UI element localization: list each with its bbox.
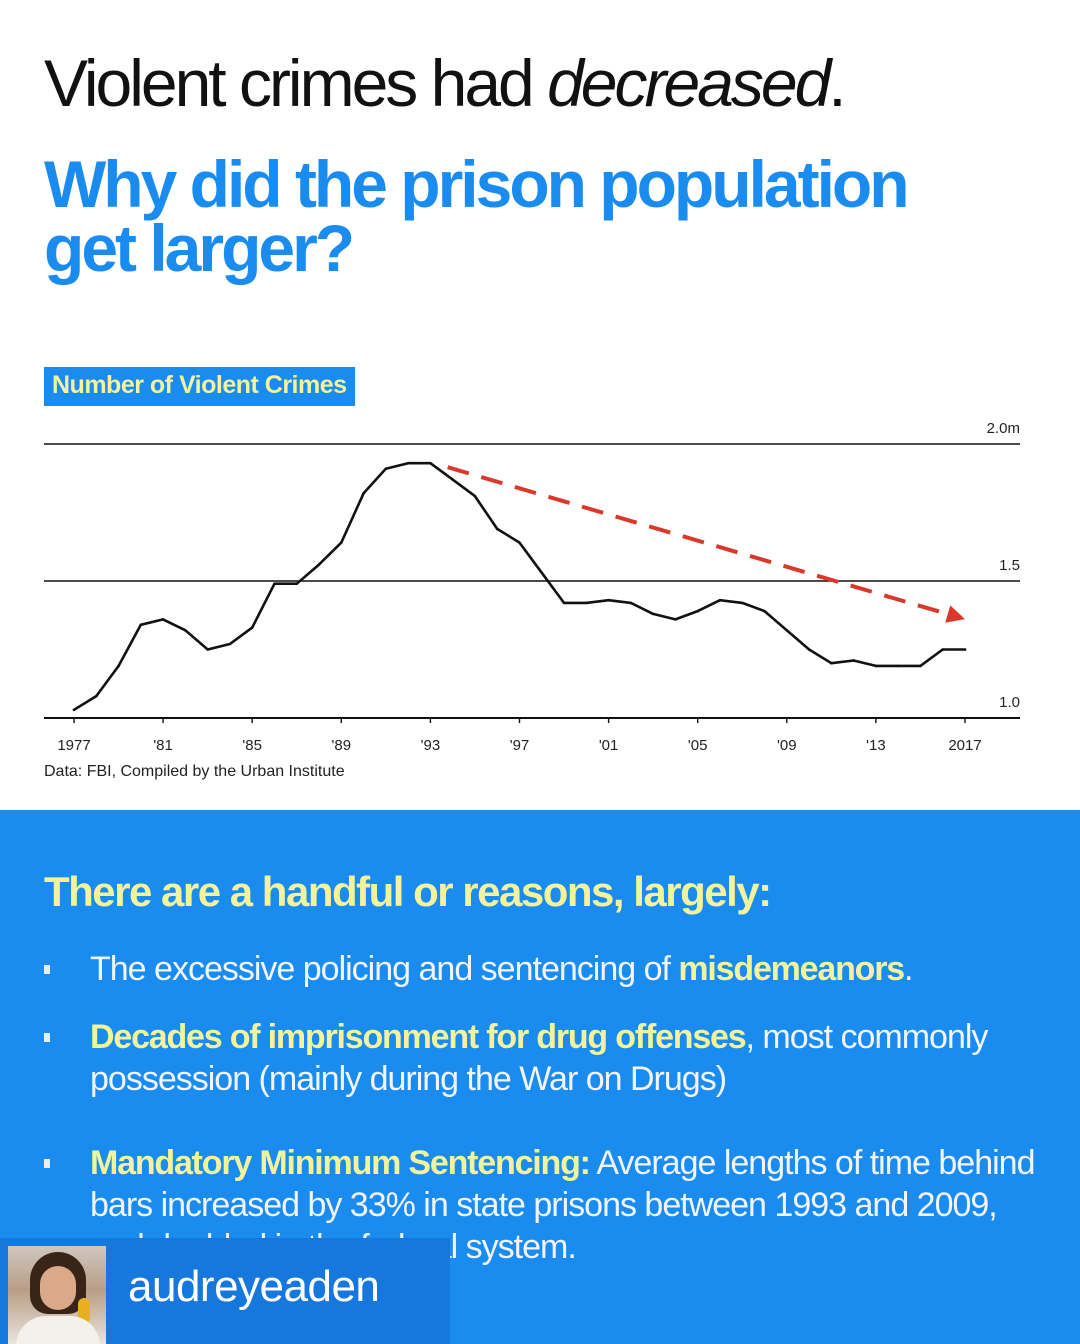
chart-section: Violent crimes had decreased. Why did th…: [44, 50, 1054, 780]
trend-arrow-head-icon: [945, 605, 965, 623]
trend-arrow-dashed-line: [447, 465, 949, 616]
data-point: [228, 642, 232, 646]
question-line-2: get larger?: [44, 211, 355, 285]
reasons-heading: There are a handful or reasons, largely:: [44, 868, 772, 915]
data-point: [94, 694, 98, 698]
data-point: [963, 648, 967, 651]
x-tick-label: '81: [153, 737, 173, 754]
data-point: [184, 629, 187, 632]
x-tick-label: '89: [332, 737, 352, 754]
reason-2-text: , most commonly possession (mainly durin…: [90, 1018, 988, 1098]
data-point: [362, 492, 365, 495]
headline: Violent crimes had decreased.: [44, 50, 847, 116]
creator-handle[interactable]: audreyeaden: [128, 1262, 380, 1311]
data-point: [763, 609, 766, 613]
violent-crimes-series-line: [72, 461, 967, 712]
question-line-1: Why did the prison population: [44, 147, 910, 221]
reason-item-misdemeanors: The excessive policing and sentencing of…: [44, 948, 1054, 990]
reason-3-highlight: Mandatory Minimum Sentencing:: [90, 1144, 591, 1182]
data-point: [919, 664, 922, 668]
x-tick-label: 2017: [948, 737, 981, 754]
violent-crimes-chart: 2.0m 1.5 1.0 1977 '81 '85 '89 '93 '97 '01 '05 '09 '1…: [44, 420, 1020, 754]
reason-2-highlight: Decades of imprisonment for drug offense…: [90, 1018, 747, 1056]
data-point: [785, 629, 789, 632]
reasons-list: The excessive policing and sentencing of…: [44, 948, 1054, 1268]
data-point: [473, 494, 477, 498]
x-tick-label: '05: [688, 737, 708, 754]
data-point: [295, 582, 299, 586]
headline-suffix: .: [828, 46, 846, 120]
data-point: [674, 618, 677, 621]
data-point: [273, 582, 276, 586]
x-tick-label: '93: [421, 737, 441, 754]
data-point: [250, 626, 254, 629]
bullet-icon: [44, 1033, 50, 1042]
data-point: [718, 598, 722, 602]
data-point: [607, 598, 610, 602]
data-point: [340, 541, 343, 544]
data-point: [807, 648, 811, 651]
chart-source: Data: FBI, Compiled by the Urban Institu…: [44, 763, 345, 780]
question-heading: Why did the prison population get larger…: [44, 147, 1054, 285]
data-point: [72, 708, 76, 712]
creator-watermark[interactable]: audreyeaden: [0, 1238, 450, 1344]
x-tick-label: '85: [242, 737, 262, 754]
data-point: [161, 618, 165, 621]
data-point: [896, 664, 900, 668]
avatar[interactable]: [8, 1246, 106, 1344]
headline-emphasis: decreased: [547, 46, 831, 120]
x-tick-label: '13: [866, 737, 886, 754]
chart-title: Number of Violent Crimes: [44, 367, 355, 406]
bullet-icon: [44, 965, 50, 974]
data-point: [451, 478, 454, 481]
x-tick-label: '97: [510, 737, 530, 754]
data-point: [206, 648, 209, 651]
data-point: [406, 461, 410, 465]
reason-item-drug-offenses: Decades of imprisonment for drug offense…: [44, 1016, 1054, 1100]
data-point: [874, 664, 878, 668]
reason-1-highlight: misdemeanors: [678, 950, 905, 988]
data-point: [139, 623, 143, 627]
data-point: [696, 609, 699, 613]
x-tick-label: '09: [777, 737, 797, 754]
y-tick-label: 2.0m: [987, 420, 1020, 437]
data-point: [585, 601, 588, 605]
data-point: [830, 661, 833, 665]
data-point: [384, 467, 388, 470]
reason-1-suffix: .: [903, 950, 914, 988]
data-point: [518, 541, 521, 544]
data-point: [317, 563, 321, 566]
data-point: [117, 664, 120, 668]
y-tick-label: 1.0: [999, 694, 1020, 711]
data-point: [495, 527, 499, 531]
data-point: [941, 648, 945, 651]
x-tick-label: 1977: [57, 737, 90, 754]
y-tick-label: 1.5: [999, 557, 1020, 574]
data-point: [852, 659, 855, 662]
reason-1-text: The excessive policing and sentencing of: [90, 950, 679, 988]
data-point: [540, 571, 544, 575]
data-point: [562, 601, 566, 605]
x-tick-label: '01: [599, 737, 619, 754]
data-point: [429, 461, 432, 465]
data-point: [740, 601, 744, 605]
data-point: [629, 601, 633, 605]
bullet-icon: [44, 1159, 50, 1168]
headline-prefix: Violent crimes had: [44, 46, 548, 120]
data-point: [651, 612, 655, 616]
